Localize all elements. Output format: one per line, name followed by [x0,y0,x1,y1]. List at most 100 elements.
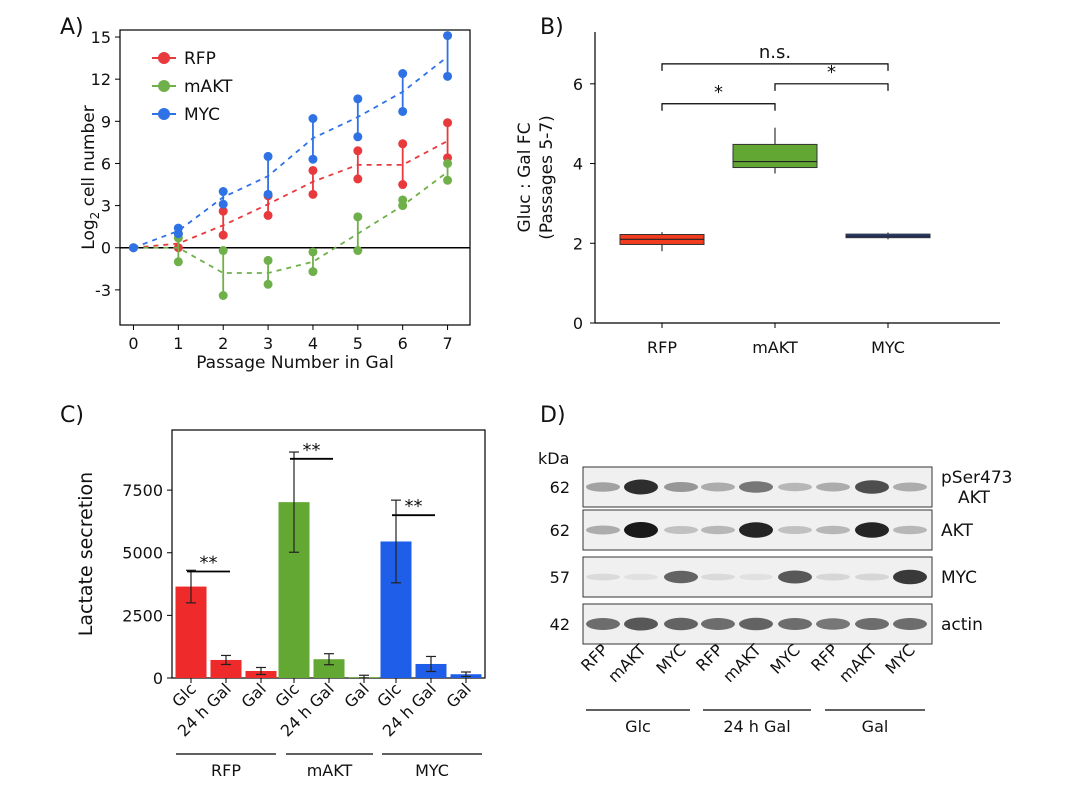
panel-d-label: D) [540,403,566,428]
lane-label: mAKT [719,640,765,686]
x-tick-label: Gal [238,679,270,711]
legend-label-rfp: RFP [184,49,216,69]
panel-b-box-plot: 0 2 4 6 Gluc : Gal FC (Passages 5-7) RFP mAKT MY… [515,32,1000,357]
data-point-rfp [263,210,273,220]
blot-band [816,482,850,492]
blot-band [739,573,773,581]
legend-marker-myc [158,108,170,120]
molecular-weight-label: 62 [550,478,570,497]
y-tick-label: 6 [101,154,111,173]
blot-band [739,481,773,493]
data-point-myc [263,189,273,199]
x-tick-label: 7 [442,334,452,353]
blot-row-label: MYC [941,568,977,588]
y-axis-title-rest: cell number [79,105,99,211]
data-point-makt [443,158,453,168]
blot-band [586,482,620,492]
blot-band [739,617,773,631]
data-point-myc [263,151,273,161]
blot-band [624,573,658,581]
blot-band [664,482,698,492]
x-tick-label: 2 [218,334,228,353]
legend-label-makt: mAKT [184,77,233,97]
data-point-myc [443,71,453,81]
blot-band [739,522,773,538]
bar [210,659,242,678]
kda-label: kDa [538,449,569,468]
lane-label: mAKT [604,640,650,686]
data-point-makt [218,291,228,300]
data-point-rfp [353,174,363,184]
x-tick-label: Gal [341,679,373,711]
y-axis-title-line2: (Passages 5-7) [537,115,557,240]
y-tick-label: -3 [95,281,111,300]
y-tick-label: 7500 [122,481,163,500]
trend-line-makt [133,171,449,274]
box-makt [732,143,818,169]
group-label: 24 h Gal [723,717,790,736]
blot-band [778,570,812,584]
significance-label: n.s. [759,42,791,63]
data-point-rfp [308,165,318,175]
y-tick-label: 0 [573,314,583,333]
blot-band [816,573,850,581]
data-point-myc [443,31,453,41]
x-axis-title: Passage Number in Gal [196,353,394,373]
panel-c-label: C) [60,403,84,428]
significance-label: * [827,62,836,83]
data-point-myc [308,114,318,123]
blot-row-label: actin [941,615,983,635]
x-tick-label: 4 [308,334,318,353]
significance-label: ** [405,496,423,517]
blot-band [664,526,698,534]
blot-band [701,618,735,630]
y-axis-title-subscript: 2 [88,212,102,220]
y-axis-title-main: Log [79,219,99,249]
molecular-weight-label: 42 [550,615,570,634]
significance-bracket [661,103,776,111]
data-point-makt [263,279,273,289]
blot-band [624,617,658,631]
data-point-myc [398,69,408,79]
blot-band [893,618,927,630]
y-tick-label: 2 [573,234,583,253]
y-axis-title-line1: Gluc : Gal FC [515,123,535,233]
data-point-myc [128,243,138,253]
y-tick-label: 15 [91,28,111,47]
data-point-makt [443,175,453,185]
data-point-makt [308,247,318,257]
plot-frame [171,429,486,679]
blot-band [586,525,620,535]
blot-band [855,618,889,630]
trend-line-rfp [133,140,448,249]
bar [313,659,345,678]
molecular-weight-label: 57 [550,568,570,587]
blot-band [701,573,735,581]
y-tick-label: 5000 [122,544,163,563]
blot-band [701,482,735,492]
data-point-myc [308,154,318,164]
lane-label: mAKT [835,640,881,686]
group-label: MYC [415,761,449,780]
blot-band [893,569,927,585]
molecular-weight-label: 62 [550,521,570,540]
significance-label: ** [200,553,218,574]
lane-label: MYC [766,640,803,677]
legend-marker-makt [158,80,170,92]
trend-line-myc [133,55,449,249]
blot-band [664,617,698,631]
significance-bracket [774,83,889,91]
data-point-makt [173,257,183,267]
blot-row-label: pSer473 [941,468,1012,488]
panel-a-label: A) [60,15,84,40]
blot-row-label-line2: AKT [958,488,990,508]
data-point-rfp [443,118,453,128]
blot-band [778,482,812,492]
data-point-myc [218,187,228,197]
blot-band [778,618,812,630]
y-tick-label: 12 [91,70,111,89]
blot-band [855,480,889,494]
y-tick-label: 3 [101,197,111,216]
